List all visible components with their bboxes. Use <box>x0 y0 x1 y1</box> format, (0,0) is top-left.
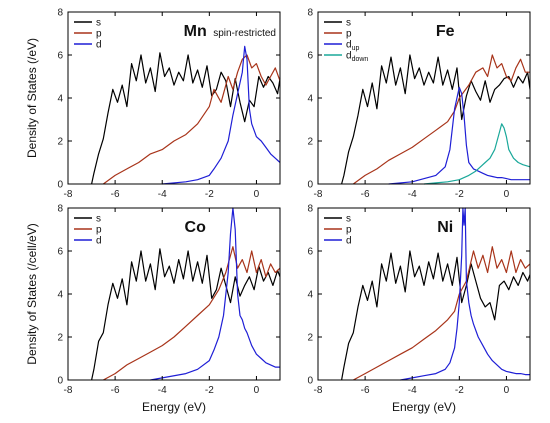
y-tick-label: 0 <box>307 376 313 387</box>
legend-subscript: down <box>352 56 369 63</box>
series-line-d-down <box>423 123 531 185</box>
x-tick-label: -6 <box>111 189 120 200</box>
legend-label: p <box>346 225 352 236</box>
panel-ni: -8 -6 -4 -2 0 0 2 4 6 8 Ni spd Energy (eV) <box>307 204 531 414</box>
panel-title: Fe <box>436 23 455 40</box>
series-line-p <box>103 246 281 381</box>
y-tick-label: 4 <box>307 94 313 105</box>
panel-mn: -8 -6 -4 -2 0 0 2 4 6 8 Mn spin-restricted spd Densit… <box>25 8 281 200</box>
series-line-s <box>91 52 281 185</box>
x-tick-label: -2 <box>455 189 464 200</box>
x-tick-label: -2 <box>205 189 214 200</box>
legend-label: p <box>346 29 352 40</box>
x-tick-label: -4 <box>158 385 167 396</box>
x-tick-label: 0 <box>504 189 510 200</box>
x-tick-label: -4 <box>408 189 417 200</box>
series-line-s <box>341 54 531 185</box>
legend-label: p <box>96 225 102 236</box>
y-axis-label: Density of States (/eV) <box>25 38 39 158</box>
y-tick-label: 2 <box>57 333 63 344</box>
y-tick-label: 8 <box>307 8 313 19</box>
panel-title: Mn <box>184 23 207 40</box>
y-tick-label: 6 <box>307 51 313 62</box>
series-line-s <box>341 250 531 381</box>
y-tick-label: 2 <box>307 333 313 344</box>
y-tick-label: 8 <box>57 204 63 215</box>
legend-label: s <box>96 18 101 29</box>
y-tick-label: 6 <box>307 247 313 258</box>
panel-title: Co <box>185 219 207 236</box>
legend-label: s <box>346 214 351 225</box>
legend-label: p <box>96 29 102 40</box>
series-line-p <box>102 54 281 185</box>
y-tick-label: 0 <box>57 376 63 387</box>
x-tick-label: -8 <box>64 189 73 200</box>
y-tick-label: 0 <box>57 180 63 191</box>
series-line-d <box>400 207 530 381</box>
legend-label: s <box>96 214 101 225</box>
y-tick-label: 8 <box>57 8 63 19</box>
panel-subtitle: spin-restricted <box>213 28 276 39</box>
y-tick-label: 2 <box>307 137 313 148</box>
x-tick-label: -4 <box>408 385 417 396</box>
legend-label: d <box>96 40 102 51</box>
y-tick-label: 6 <box>57 247 63 258</box>
panel-title: Ni <box>437 219 453 236</box>
x-tick-label: -8 <box>64 385 73 396</box>
series-line-d <box>162 45 281 185</box>
legend-label: s <box>346 18 351 29</box>
y-tick-label: 6 <box>57 51 63 62</box>
y-tick-label: 4 <box>307 290 313 301</box>
x-tick-label: 0 <box>254 385 260 396</box>
x-tick-label: -6 <box>361 385 370 396</box>
series-line-s <box>91 248 281 381</box>
panel-co: -8 -6 -4 -2 0 0 2 4 6 8 Co spd Energy (eV) Density of… <box>25 204 281 414</box>
y-axis-label: Density of States (/cell/eV) <box>25 223 39 364</box>
x-tick-label: -2 <box>205 385 214 396</box>
legend-label: d <box>96 236 102 247</box>
x-tick-label: 0 <box>254 189 260 200</box>
x-tick-label: 0 <box>504 385 510 396</box>
x-tick-label: -6 <box>361 189 370 200</box>
legend-label: ddown <box>346 51 368 64</box>
x-tick-label: -8 <box>314 385 323 396</box>
x-axis-label: Energy (eV) <box>142 400 206 414</box>
series-line-d-up <box>388 86 530 185</box>
y-tick-label: 8 <box>307 204 313 215</box>
x-tick-label: -8 <box>314 189 323 200</box>
series-line-p <box>353 246 531 381</box>
series-line-d <box>150 207 280 381</box>
legend-subscript: up <box>352 45 360 52</box>
y-tick-label: 0 <box>307 180 313 191</box>
x-tick-label: -4 <box>158 189 167 200</box>
x-axis-label: Energy (eV) <box>392 400 456 414</box>
y-tick-label: 4 <box>57 94 63 105</box>
x-tick-label: -2 <box>455 385 464 396</box>
legend-label: d <box>346 236 352 247</box>
y-tick-label: 2 <box>57 137 63 148</box>
y-tick-label: 4 <box>57 290 63 301</box>
x-tick-label: -6 <box>111 385 120 396</box>
series-line-p <box>352 54 530 185</box>
